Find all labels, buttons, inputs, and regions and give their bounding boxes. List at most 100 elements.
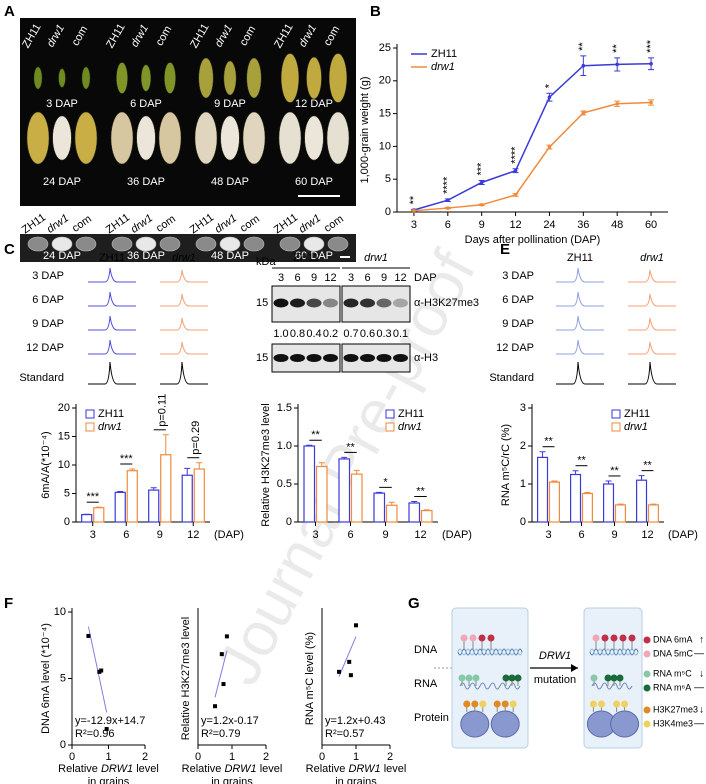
dna-strand — [589, 648, 639, 656]
x-axis-label-part: DRW1 — [224, 763, 256, 775]
significance: ** — [311, 429, 320, 441]
x-axis-label-part: DRW1 — [348, 763, 380, 775]
x-tick-label: 9 — [382, 529, 388, 541]
bar — [569, 473, 582, 523]
rna — [459, 682, 521, 690]
mark-head — [465, 674, 473, 682]
point — [348, 673, 353, 678]
grain-photo — [20, 18, 356, 206]
point — [649, 61, 653, 66]
lane-label: 6 — [364, 272, 370, 284]
x-tick-label: 24 — [543, 219, 555, 231]
stage-label: 48 DAP — [211, 176, 249, 188]
band — [360, 298, 375, 308]
error-bar — [650, 503, 657, 505]
x-tick-label: 6 — [347, 529, 353, 541]
x-axis-label-part: level — [381, 763, 407, 775]
band — [306, 298, 322, 308]
x-tick-label: 1 — [105, 751, 111, 763]
lane-label: 12 — [324, 272, 336, 284]
lane-label: 9 — [381, 272, 387, 284]
arrow-label: mutation — [534, 674, 576, 686]
grain-section — [159, 236, 181, 252]
cross-section-photo — [20, 234, 356, 262]
point — [219, 652, 224, 657]
point — [99, 668, 104, 673]
legend-swatch — [611, 409, 621, 419]
error-bar — [551, 480, 558, 483]
error-bar — [117, 491, 124, 493]
trace — [160, 361, 208, 385]
point — [615, 101, 619, 106]
row-label: 12 DAP — [496, 342, 534, 354]
y-tick-label: 20 — [379, 75, 391, 87]
error-bar — [129, 468, 136, 471]
y-tick-label: 0.5 — [277, 478, 292, 490]
significance: *** — [476, 162, 488, 176]
error-bar — [353, 469, 360, 475]
legend-label: drw1 — [98, 421, 122, 433]
x-tick-label: 12 — [187, 529, 199, 541]
bar — [160, 454, 172, 523]
y-tick-label: 0 — [385, 206, 391, 218]
point — [581, 111, 586, 115]
panel-letter: E — [500, 241, 510, 258]
y-tick-label: 15 — [58, 430, 70, 442]
band-ratio: 0.6 — [360, 328, 375, 340]
x-tick-label: 9 — [611, 529, 617, 541]
x-tick-label: 48 — [611, 219, 623, 231]
bar — [373, 492, 386, 523]
bar — [408, 502, 421, 523]
point — [479, 202, 484, 207]
fit-line — [87, 626, 108, 713]
column-header: ZH11 — [99, 252, 125, 264]
bar — [385, 504, 398, 523]
trace — [88, 361, 136, 385]
panel-letter: G — [408, 595, 420, 612]
lane-unit: DAP — [414, 272, 437, 284]
point — [213, 704, 217, 709]
mark-head — [597, 700, 605, 708]
x-axis-label-part: Relative — [306, 763, 349, 775]
error-bar — [318, 462, 325, 467]
stage-label: 60 DAP — [295, 250, 333, 262]
genotype-label: drw1 — [297, 212, 323, 236]
legend-swatch — [643, 670, 651, 678]
x-axis-label-part: Relative — [182, 763, 225, 775]
column-header: drw1 — [172, 252, 196, 264]
y-tick-label: 0 — [60, 739, 66, 751]
lane-label: 3 — [278, 272, 284, 284]
point — [354, 623, 358, 628]
y-tick-label: 10 — [58, 459, 70, 471]
y-tick-label: 20 — [58, 402, 70, 414]
stage-label: 9 DAP — [214, 98, 246, 110]
mark-head — [619, 634, 627, 642]
genotype-label: ZH11 — [188, 212, 216, 237]
point — [221, 682, 226, 687]
y-axis-label: DNA 6mA level (*10⁻⁴) — [40, 623, 52, 734]
antibody-label: α-H3K27me3 — [414, 297, 479, 309]
error-bar — [388, 501, 395, 506]
x-tick-label: 0 — [195, 751, 201, 763]
legend-label: DNA 5mC — [653, 648, 694, 658]
bar — [126, 470, 138, 523]
error-bar — [196, 462, 203, 469]
stage-label: 60 DAP — [295, 176, 333, 188]
panel-letter: A — [4, 3, 15, 20]
point — [446, 206, 450, 210]
trace — [88, 267, 136, 283]
band — [273, 354, 289, 362]
genotype-label: ZH11 — [20, 212, 48, 237]
x-tick-label: 2 — [387, 751, 393, 763]
significance: *** — [645, 39, 657, 53]
legend-change: — — [694, 683, 704, 694]
bar — [303, 445, 316, 523]
error-bar — [605, 480, 612, 484]
point — [547, 145, 552, 149]
band — [376, 354, 392, 362]
y-tick-label: 5 — [64, 487, 70, 499]
bar — [420, 510, 433, 523]
nucleosome — [490, 710, 520, 738]
grain-section — [135, 236, 157, 252]
x-tick-label: 12 — [641, 529, 653, 541]
